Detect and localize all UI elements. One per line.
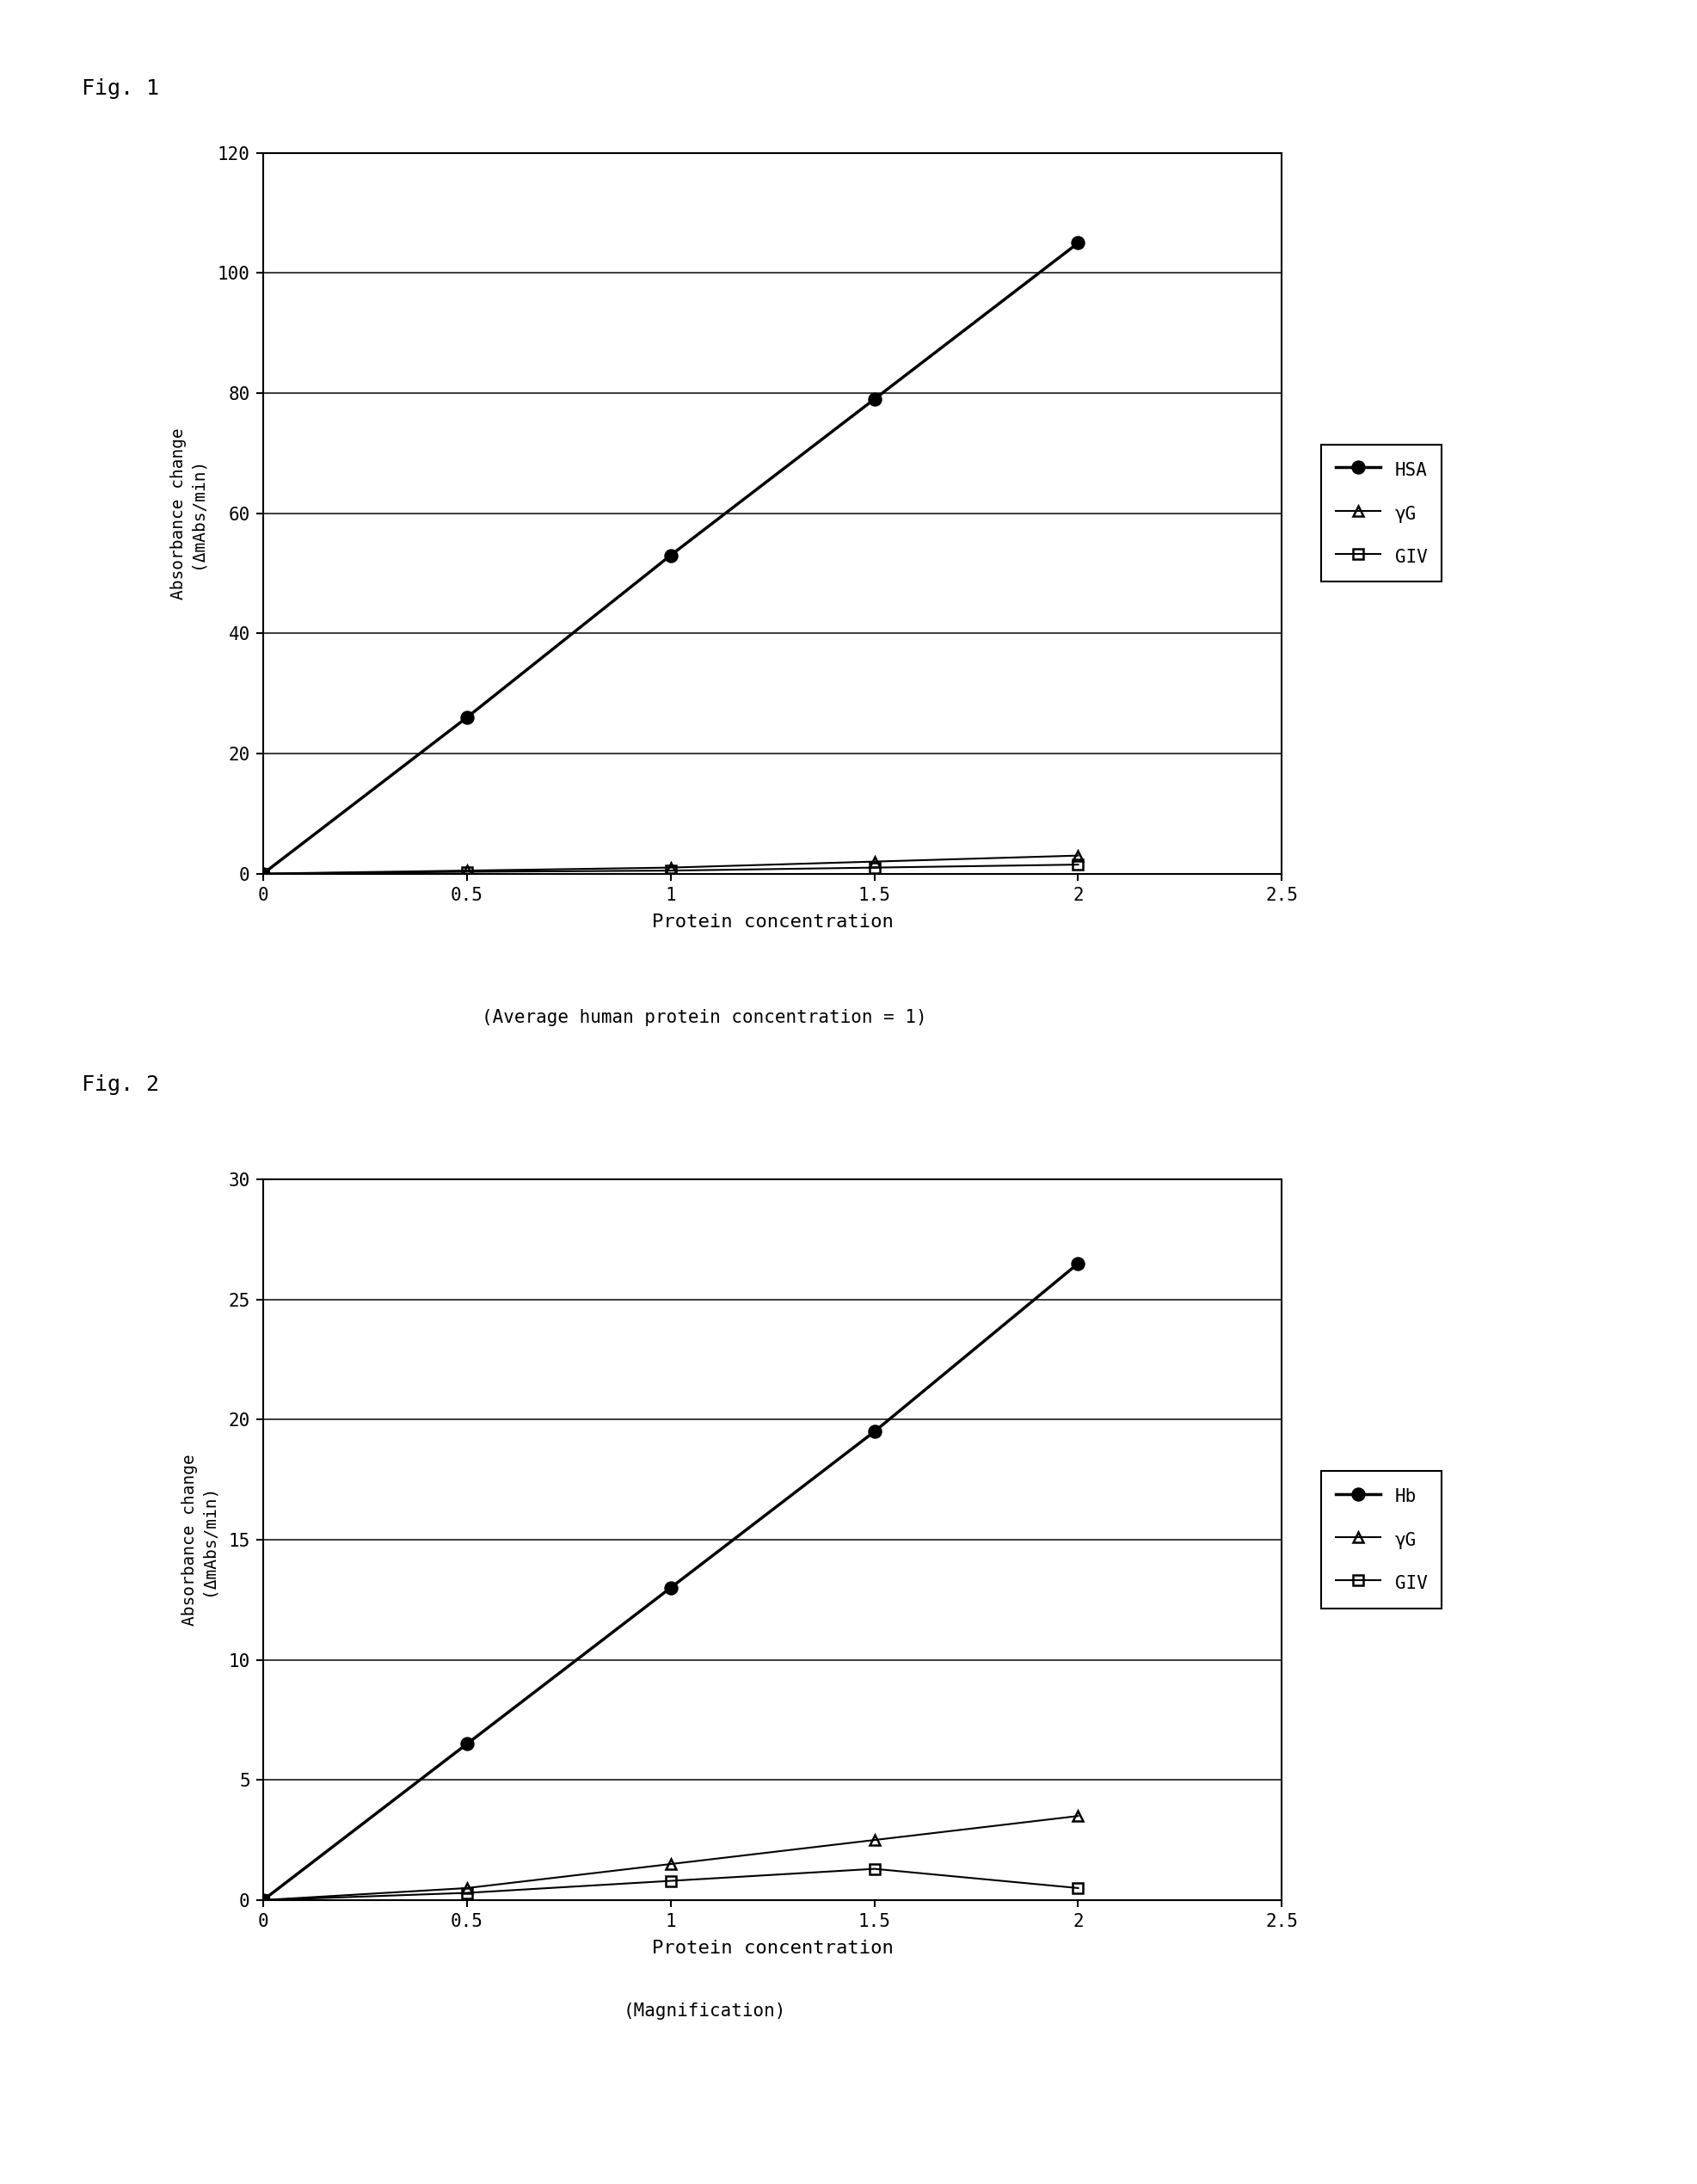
X-axis label: Protein concentration: Protein concentration [652,913,893,930]
γG [253,1887,273,1913]
γG [660,854,680,880]
HSA [456,705,477,732]
GIV [660,1867,680,1894]
γG [660,1852,680,1878]
HSA [1067,229,1088,256]
Text: Fig. 1: Fig. 1 [81,79,160,98]
Line: GIV: GIV [258,1863,1083,1904]
Line: γG: γG [258,1811,1083,1904]
GIV [253,860,273,887]
Y-axis label: Absorbance change
(ΔmAbs/min): Absorbance change (ΔmAbs/min) [182,1455,216,1625]
GIV [660,858,680,885]
GIV [864,854,884,880]
Hb [253,1887,273,1913]
Hb [660,1575,680,1601]
GIV [1067,1874,1088,1900]
γG [253,860,273,887]
Text: (Magnification): (Magnification) [623,2003,786,2020]
Legend: HSA, γG, GIV: HSA, γG, GIV [1320,446,1441,581]
Line: γG: γG [258,850,1083,878]
Hb [1067,1249,1088,1275]
Line: Hb: Hb [256,1258,1084,1907]
Hb [864,1420,884,1446]
γG [456,858,477,885]
HSA [864,387,884,413]
Text: Fig. 2: Fig. 2 [81,1075,160,1094]
Legend: Hb, γG, GIV: Hb, γG, GIV [1320,1472,1441,1607]
Text: (Average human protein concentration = 1): (Average human protein concentration = 1… [482,1009,927,1026]
γG [864,1826,884,1852]
GIV [864,1856,884,1883]
γG [1067,1804,1088,1830]
HSA [660,542,680,568]
Y-axis label: Absorbance change
(ΔmAbs/min): Absorbance change (ΔmAbs/min) [170,428,205,598]
GIV [253,1887,273,1913]
γG [1067,843,1088,869]
HSA [253,860,273,887]
Line: HSA: HSA [256,238,1084,880]
GIV [456,858,477,885]
GIV [456,1880,477,1907]
Hb [456,1730,477,1756]
γG [864,850,884,876]
Line: GIV: GIV [258,858,1083,878]
X-axis label: Protein concentration: Protein concentration [652,1939,893,1957]
GIV [1067,852,1088,878]
γG [456,1874,477,1900]
